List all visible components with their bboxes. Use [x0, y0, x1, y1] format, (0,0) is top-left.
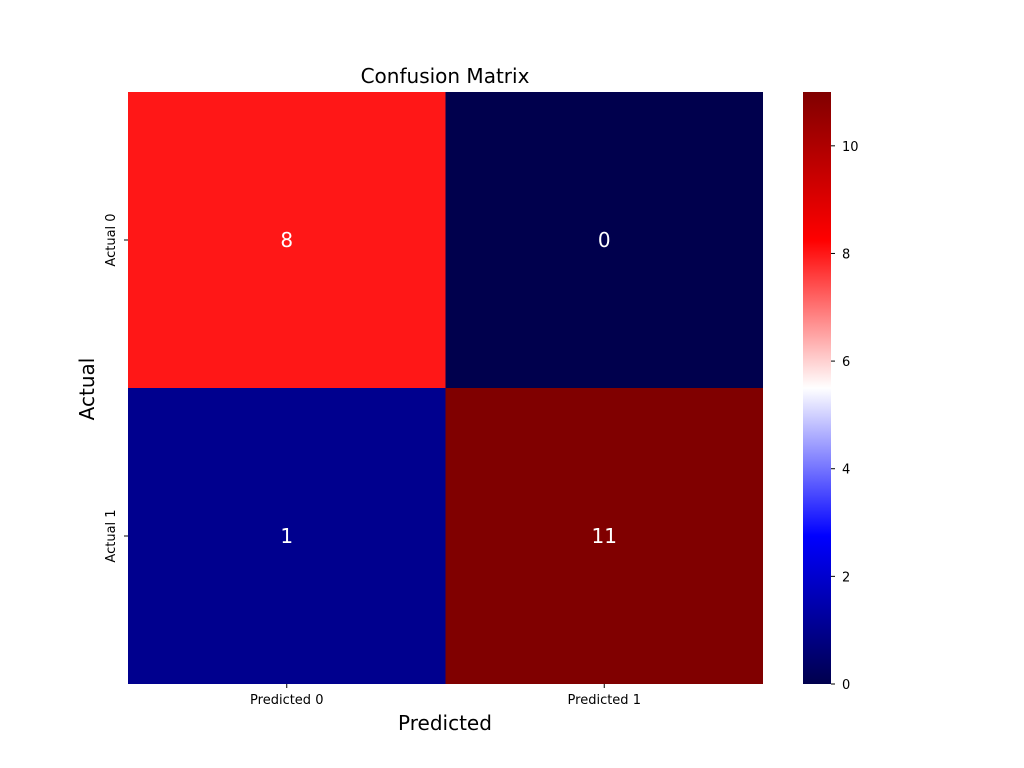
- heatmap-cell-r0-c0: [128, 92, 446, 388]
- x-tick-labels: Predicted 0 Predicted 1: [250, 684, 641, 708]
- colorbar-tick-label: 4: [842, 463, 850, 478]
- x-axis-title: Predicted: [398, 711, 492, 735]
- cell-value-label: 11: [592, 524, 617, 548]
- colorbar-tick-label: 10: [842, 140, 859, 155]
- cell-value-label: 0: [598, 228, 611, 252]
- heatmap-cell-r1-c1: [445, 388, 763, 684]
- colorbar-tick-label: 8: [842, 247, 850, 262]
- heatmap-cell-r0-c1: [445, 92, 763, 388]
- cell-value-label: 1: [280, 524, 293, 548]
- y-tick-label: Actual 1: [104, 509, 119, 562]
- colorbar: [803, 92, 831, 684]
- chart-title: Confusion Matrix: [361, 64, 530, 88]
- x-tick-label: Predicted 0: [250, 693, 323, 708]
- x-tick-label: Predicted 1: [568, 693, 641, 708]
- colorbar-tick-label: 0: [842, 678, 850, 693]
- heatmap-cell-r1-c0: [128, 388, 446, 684]
- colorbar-tick-label: 2: [842, 570, 850, 585]
- y-tick-label: Actual 0: [104, 213, 119, 266]
- cell-value-label: 8: [280, 228, 293, 252]
- y-tick-labels: Actual 0 Actual 1: [104, 213, 128, 563]
- colorbar-ticks: 0 2 4 6 8 10: [831, 140, 859, 693]
- y-axis-title: Actual: [75, 358, 99, 421]
- colorbar-tick-label: 6: [842, 355, 850, 370]
- heatmap-cells: 8 01 11: [128, 92, 763, 684]
